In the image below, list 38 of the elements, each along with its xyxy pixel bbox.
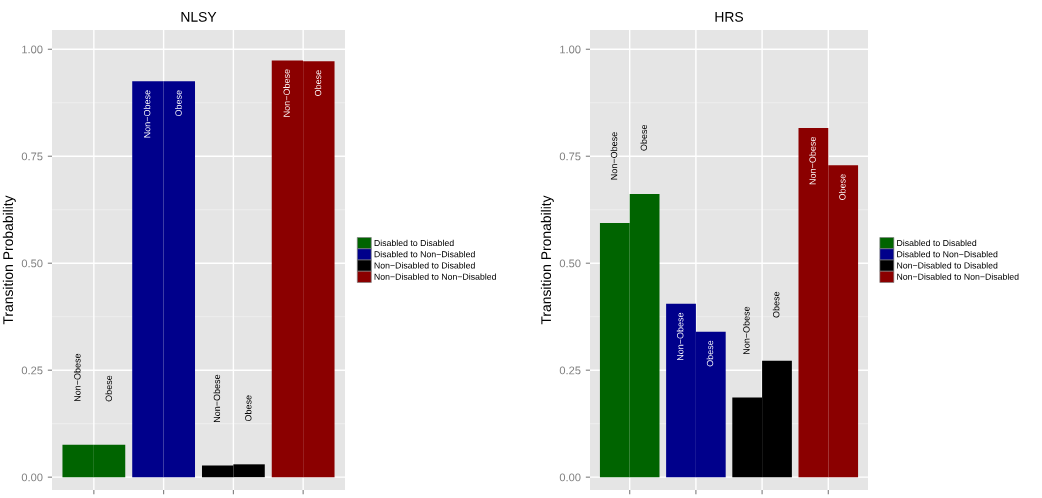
annotation: Non−Obese (143, 90, 151, 138)
y-tick-label: 0.75 (21, 152, 43, 161)
annotation: Obese (772, 291, 780, 318)
y-tick-label: 1.00 (560, 45, 581, 54)
annotation: Non−Obese (73, 353, 81, 402)
legend-label: Non−Disabled to Disabled (374, 262, 475, 269)
legend-label: Non−Disabled to Non−Disabled (897, 273, 1019, 280)
y-tick-label: 0.50 (21, 259, 43, 268)
y-tick-label: 0.00 (559, 473, 581, 482)
annotation: Non−Obese (676, 312, 684, 361)
annotation: Non−Obese (809, 136, 816, 185)
annotation: Non−Obese (742, 306, 750, 355)
legend-label: Non−Disabled to Disabled (897, 262, 998, 269)
y-axis-title: Transition Pronability (540, 195, 554, 325)
annotation: Non−Obese (610, 132, 618, 180)
y-tick-label: 0.00 (21, 473, 43, 482)
y-tick-label: 0.25 (559, 366, 581, 375)
annotation: Non−Obese (283, 69, 290, 117)
legend-label: Non−Disabled to Non−Disabled (374, 273, 496, 280)
annotation: Obese (706, 340, 714, 367)
chart-title: HRS (715, 11, 744, 22)
annotation: Obese (105, 375, 112, 402)
annotation: Obese (244, 395, 252, 422)
legend-label: Disabled to Non−Disabled (897, 250, 998, 258)
chart-title: NLSY (181, 11, 217, 22)
y-tick-label: 0.50 (559, 259, 581, 268)
y-tick-label: 1.00 (22, 45, 43, 54)
legend-label: Disabled to Disabled (897, 239, 977, 247)
y-tick-label: 0.25 (21, 366, 43, 375)
y-tick-label: 0.75 (559, 152, 581, 161)
legend-label: Disabled to Disabled (374, 239, 454, 247)
annotation: Obese (175, 90, 182, 117)
annotation: Obese (838, 174, 846, 200)
annotation: Obese (640, 124, 648, 151)
annotation: Obese (314, 70, 322, 96)
legend-label: Disabled to Non−Disabled (374, 250, 475, 258)
y-axis-title: Transition Probability (2, 195, 16, 325)
annotation: Non−Obese (213, 374, 221, 423)
